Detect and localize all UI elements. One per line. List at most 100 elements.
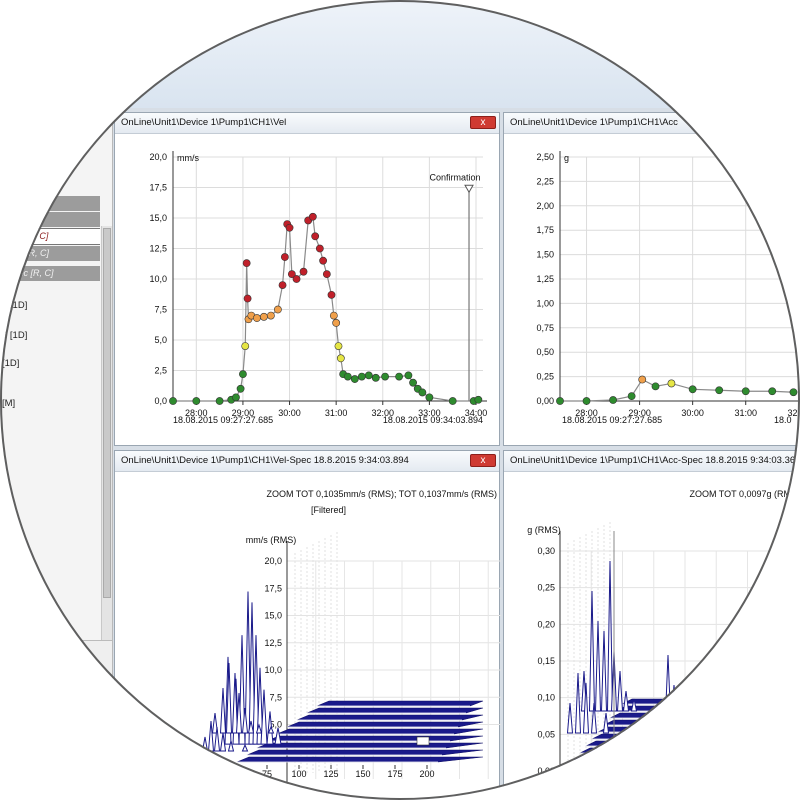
- y-tick-label: 20,0: [149, 152, 167, 162]
- waterfall-slab: [236, 756, 484, 763]
- sidebar-item[interactable]: D]: [2, 176, 12, 187]
- y-tick-label: 7,5: [269, 692, 282, 702]
- x-tick-label: 28:00: [575, 408, 598, 418]
- data-point: [381, 372, 390, 381]
- data-point: [329, 311, 338, 320]
- spectrum-peak: [688, 684, 696, 716]
- y-tick-label: 0,75: [536, 323, 554, 333]
- y-tick-label: 0,05: [537, 729, 555, 739]
- data-point: [260, 312, 268, 321]
- data-point: [715, 386, 724, 395]
- spectrum-peak: [704, 698, 712, 716]
- data-point: [239, 370, 247, 379]
- sidebar-item[interactable]: [M]: [2, 398, 16, 409]
- sidebar-item[interactable]: c-Spec [R, C]: [0, 266, 100, 281]
- vel-trend-window[interactable]: OnLine\Unit1\Device 1\Pump1\CH1\Vel x 0,…: [114, 112, 500, 446]
- spectrum-peak: [566, 702, 574, 734]
- sidebar-lower-panel: [0, 640, 112, 800]
- window-titlebar[interactable]: OnLine\Unit1\Device 1\Pump1\CH1\Acc: [504, 113, 800, 134]
- data-point: [241, 342, 250, 350]
- window-titlebar[interactable]: OnLine\Unit1\Device 1\Pump1\CH1\Acc-Spec…: [504, 451, 800, 472]
- spectrum-peak: [274, 727, 282, 745]
- spectrum-peak: [213, 726, 221, 752]
- x-tick-label: 30:00: [278, 408, 301, 418]
- filter-label: [Filtered]: [311, 505, 346, 515]
- x-tick-label: 175: [387, 769, 402, 779]
- x-tick-label: 150: [355, 769, 370, 779]
- waterfall-slab: [579, 747, 800, 754]
- data-point: [651, 382, 660, 391]
- vel-spec-window[interactable]: OnLine\Unit1\Device 1\Pump1\CH1\Vel-Spec…: [114, 450, 501, 800]
- data-point: [273, 305, 282, 314]
- y-tick-label: 17,5: [149, 183, 167, 193]
- y-tick-label: 2,5: [154, 366, 167, 376]
- data-point: [609, 396, 617, 404]
- end-timestamp: 18.08.2015 09:34:03.894: [383, 415, 483, 425]
- data-point: [308, 212, 317, 221]
- data-point: [311, 232, 320, 241]
- close-button[interactable]: x: [470, 116, 496, 129]
- y-tick-label: 10,0: [264, 665, 282, 675]
- y-tick-label: 0,10: [537, 693, 555, 703]
- sidebar-item[interactable]: 3 [1D]: [2, 330, 28, 341]
- waterfall-slab: [286, 721, 484, 728]
- data-point: [319, 256, 328, 265]
- y-unit-label: g (RMS): [527, 525, 561, 535]
- x-tick-label: 32:00: [788, 408, 800, 418]
- data-point: [327, 290, 336, 299]
- spectrum-peak: [696, 674, 704, 716]
- waterfall-slab: [585, 740, 800, 747]
- acc-spec-window[interactable]: OnLine\Unit1\Device 1\Pump1\CH1\Acc-Spec…: [503, 450, 800, 800]
- end-timestamp: 18.0: [774, 415, 792, 425]
- data-point: [285, 223, 294, 232]
- acc-trend-window[interactable]: OnLine\Unit1\Device 1\Pump1\CH1\Acc 0,00…: [503, 112, 800, 446]
- confirmation-label: Confirmation: [429, 172, 480, 182]
- y-tick-label: 0,15: [537, 656, 555, 666]
- sidebar-item[interactable]: [R, C]: [0, 196, 100, 211]
- y-tick-label: 5,0: [269, 720, 282, 730]
- data-point: [638, 375, 647, 384]
- data-point: [357, 372, 366, 381]
- data-point: [299, 267, 308, 276]
- zoom-total-text: ZOOM TOT 0,1035mm/s (RMS); TOT 0,1037mm/…: [266, 489, 497, 499]
- data-point: [667, 379, 676, 388]
- y-tick-label: 2,50: [536, 152, 554, 162]
- sidebar-scrollbar-thumb[interactable]: [103, 228, 111, 598]
- window-titlebar[interactable]: OnLine\Unit1\Device 1\Pump1\CH1\Vel-Spec…: [115, 451, 499, 472]
- series-line: [173, 215, 479, 402]
- spectrum-peak: [588, 590, 596, 712]
- sidebar-item[interactable]: -Time [R, C]: [0, 228, 100, 245]
- y-unit-label: g: [564, 153, 569, 163]
- sidebar-item[interactable]: -Spec [R, C]: [0, 246, 100, 261]
- y-tick-label: 0,25: [536, 372, 554, 382]
- x-tick-label: 28:00: [185, 408, 208, 418]
- spectrum-peak: [602, 712, 610, 734]
- x-tick-label: 31:00: [325, 408, 348, 418]
- data-point: [278, 281, 287, 289]
- x-tick-label: 34:00: [465, 408, 488, 418]
- sidebar-scrollbar[interactable]: [101, 226, 112, 776]
- data-point: [741, 387, 750, 396]
- spectrum-peak: [670, 684, 678, 716]
- y-tick-label: 7,5: [154, 305, 167, 315]
- acc-spectrum-chart: 0,00 0,05 0,10 0,15 0,20 0,25 0,30 g (RMS) ZOOM …: [527, 489, 800, 800]
- spectrum-peak: [630, 698, 638, 712]
- sidebar-item[interactable]: [1D]: [2, 358, 20, 369]
- window-title: OnLine\Unit1\Device 1\Pump1\CH1\Acc: [510, 117, 678, 128]
- x-tick-label: 75: [262, 769, 272, 779]
- y-tick-label: 0,00: [536, 396, 554, 406]
- sidebar-item[interactable]: 2 [1D]: [2, 300, 28, 311]
- y-tick-label: 15,0: [264, 611, 282, 621]
- spectrum-peak: [227, 740, 235, 752]
- data-point: [350, 375, 359, 383]
- data-point: [336, 354, 345, 363]
- spectrum-peak: [664, 654, 672, 716]
- y-tick-label: 1,25: [536, 274, 554, 284]
- window-titlebar[interactable]: OnLine\Unit1\Device 1\Pump1\CH1\Vel x: [115, 113, 499, 134]
- close-button[interactable]: x: [470, 454, 496, 467]
- spectrum-peak: [235, 692, 243, 734]
- waterfall-slab: [603, 719, 800, 726]
- sidebar-item[interactable]: c [R, C]: [0, 212, 100, 227]
- vel-trend-chart: 0,0 2,5 5,0 7,5 10,0 12,5 15,0 17,5 20,0 28:00 29:…: [149, 151, 488, 425]
